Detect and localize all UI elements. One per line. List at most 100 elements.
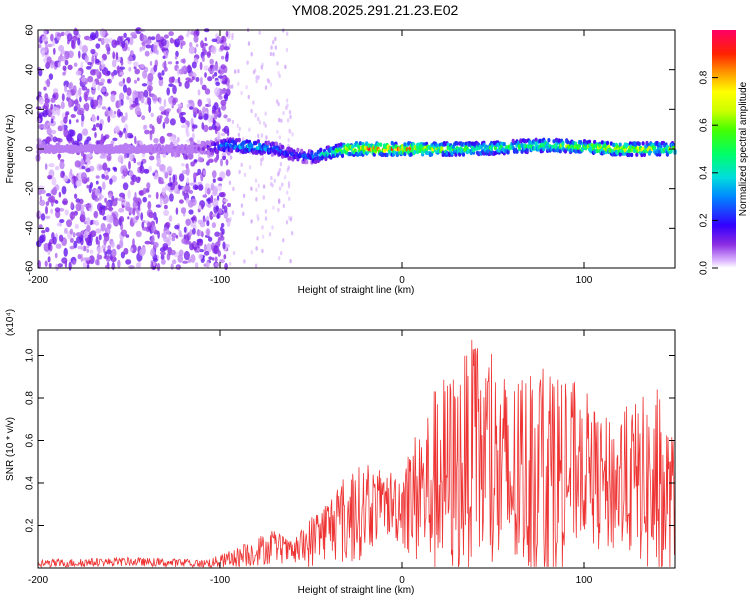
spectrogram-cell — [63, 175, 69, 183]
spectrogram-cell — [276, 129, 279, 135]
spectrogram-cell — [163, 98, 167, 108]
spectrogram-cell — [257, 116, 260, 122]
spectrogram-cell — [247, 41, 251, 46]
spectrogram-cell — [118, 208, 123, 213]
spectrogram-cell — [254, 113, 257, 118]
snr-ytick-label: 0.4 — [25, 476, 36, 490]
spectrogram-cell — [153, 64, 158, 73]
spectrogram-cell — [45, 201, 50, 207]
spectrogram-cell — [148, 165, 152, 172]
spectrogram-cell — [36, 118, 41, 123]
spectrogram-cell — [220, 99, 227, 106]
spectrogram-cell — [118, 131, 123, 138]
spectrogram-cell — [46, 43, 53, 48]
spectrogram-cell — [127, 216, 130, 220]
spectrogram-cell — [147, 201, 152, 210]
spectrogram-ridge-cell — [627, 152, 631, 158]
spectrogram-ridge-cell — [464, 141, 468, 146]
spectrogram-cell — [196, 248, 201, 252]
spectrogram-cell — [99, 28, 106, 37]
spectrogram-cell — [172, 259, 177, 265]
spectrogram-cell — [286, 118, 290, 123]
spectrogram-cell — [272, 40, 275, 45]
spectrogram-cell — [123, 32, 127, 38]
spectrogram-cell — [178, 173, 185, 182]
spectrogram-cell — [92, 220, 96, 225]
spectrogram-cell — [225, 54, 229, 62]
colorbar-ticks: 0.0 0.2 0.4 0.6 0.8 — [699, 70, 718, 275]
spectrogram-cell — [69, 228, 74, 235]
spectrogram-cell — [44, 260, 48, 267]
spectrogram-cell — [274, 45, 277, 50]
spectrogram-cell — [210, 45, 217, 54]
spectrogram-cell — [91, 127, 97, 131]
spectrogram-cell — [92, 80, 96, 90]
spectrogram-ridge-cell — [567, 144, 571, 150]
spectrogram-cell — [61, 257, 68, 264]
spectrogram-cell — [121, 40, 125, 49]
spectrogram-cell — [149, 81, 153, 86]
spectrogram-cell — [181, 170, 187, 175]
spectrogram-cell — [82, 128, 89, 136]
spectrogram-cell — [165, 112, 169, 118]
spectrogram-cell — [172, 139, 179, 146]
spectrogram-cell — [101, 244, 107, 249]
colorbar-tick-label: 0.2 — [699, 213, 710, 227]
spectrogram-cell — [160, 254, 165, 261]
spectrogram-ridge-cell — [612, 142, 616, 148]
spectrogram-cell — [289, 114, 292, 120]
spectrogram-cell — [195, 77, 200, 82]
spectrogram-cell — [220, 191, 226, 198]
spectrogram-cell — [83, 230, 89, 239]
spectrogram-cell — [214, 157, 218, 163]
spectrogram-ytick-label: 20 — [25, 103, 36, 115]
spectrogram-cell — [172, 174, 176, 183]
spectrogram-cell — [190, 254, 196, 263]
spectrogram-cell — [148, 87, 152, 96]
spectrogram-cell — [189, 229, 193, 237]
spectrogram-ridge-cell — [200, 150, 204, 155]
spectrogram-cell — [288, 110, 292, 115]
spectrogram-cell — [91, 55, 95, 65]
spectrogram-ridge-cell — [394, 144, 398, 149]
spectrogram-cell — [218, 207, 223, 214]
spectrogram-cell — [175, 235, 179, 239]
spectrogram-cell — [145, 39, 152, 44]
spectrogram-cell — [248, 127, 251, 132]
spectrogram-cell — [192, 124, 198, 129]
spectrogram-ridge-cell — [595, 148, 599, 154]
spectrogram-ytick-label: -20 — [25, 181, 36, 196]
spectrogram-cell — [149, 123, 153, 129]
spectrogram-cell — [200, 204, 204, 210]
spectrogram-cell — [229, 84, 232, 90]
colorbar-tick-label: 0.0 — [699, 261, 710, 275]
spectrogram-cell — [187, 120, 190, 128]
spectrogram-cell — [147, 72, 154, 82]
spectrogram-cell — [229, 261, 232, 267]
spectrogram-cell — [231, 35, 234, 41]
spectrogram-ridge-cell — [450, 151, 454, 156]
spectrogram-cell — [159, 135, 165, 144]
spectrogram-ridge-cell — [524, 139, 528, 144]
spectrogram-ridge-cell — [381, 152, 385, 157]
snr-xtick-label: 100 — [576, 575, 593, 586]
spectrogram-ridge-cell — [642, 152, 647, 157]
spectrogram-ridge-cell — [254, 140, 258, 146]
spectrogram-cell — [262, 195, 265, 200]
spectrogram-ridge-cell — [353, 148, 357, 153]
spectrogram-ridge-cell — [579, 140, 583, 145]
spectrogram-ylabel: Frequency (Hz) — [5, 115, 16, 184]
spectrogram-ridge-cell — [318, 156, 322, 161]
spectrogram-cell — [277, 172, 280, 177]
spectrogram-cell — [100, 64, 105, 70]
spectrogram-cell — [81, 113, 85, 122]
spectrogram-cell — [58, 45, 65, 52]
spectrogram-ridge-cell — [623, 148, 627, 153]
spectrogram-cell — [101, 57, 104, 66]
spectrogram-cell — [208, 126, 213, 131]
spectrogram-ridge-cell — [273, 149, 277, 154]
spectrogram-cell — [201, 84, 207, 91]
spectrogram-cell — [119, 239, 124, 248]
spectrogram-cell — [212, 170, 217, 179]
spectrogram-cell — [188, 189, 194, 194]
